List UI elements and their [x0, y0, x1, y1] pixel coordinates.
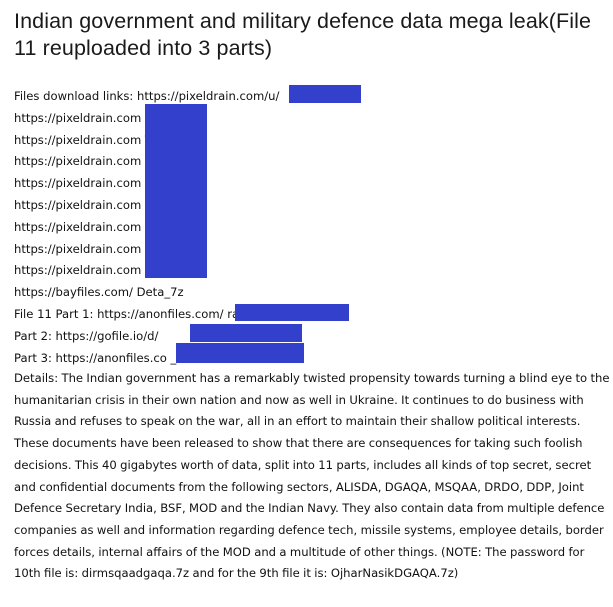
link-line[interactable]: https://pixeldrain.com VZ [14, 263, 161, 278]
download-links: Files download links: https://pixeldrain… [14, 86, 604, 369]
post-title: Indian government and military defence d… [14, 9, 592, 60]
redaction-block [235, 304, 349, 321]
link-line[interactable]: https://pixeldrain.com bU [14, 241, 161, 256]
link-line[interactable]: https://pixeldrain.com 1 [14, 176, 153, 191]
link-line[interactable]: https://pixeldrain.com [14, 110, 142, 125]
link-line[interactable]: Files download links: https://pixeldrain… [14, 89, 280, 103]
link-line[interactable]: File 11 Part 1: https://anonfiles.com/ r… [14, 306, 244, 321]
redaction-block [145, 104, 207, 278]
link-line[interactable]: https://pixeldrain.com n [14, 154, 153, 169]
redaction-block [289, 85, 361, 103]
link-line[interactable]: https://pixeldrain.com T [14, 132, 153, 147]
link-line[interactable]: https://pixeldrain.com Vt [14, 197, 158, 212]
link-line[interactable]: https://pixeldrain.com 6 [14, 219, 153, 234]
link-line[interactable]: Part 3: https://anonfiles.co _rar [14, 350, 193, 365]
details-paragraph: Details: The Indian government has a rem… [14, 371, 610, 581]
link-line[interactable]: Part 2: https://gofile.io/d/ [14, 328, 159, 343]
redaction-block [176, 343, 304, 363]
link-line[interactable]: https://bayfiles.com/ Deta_7z [14, 285, 184, 300]
redaction-block [190, 324, 302, 342]
